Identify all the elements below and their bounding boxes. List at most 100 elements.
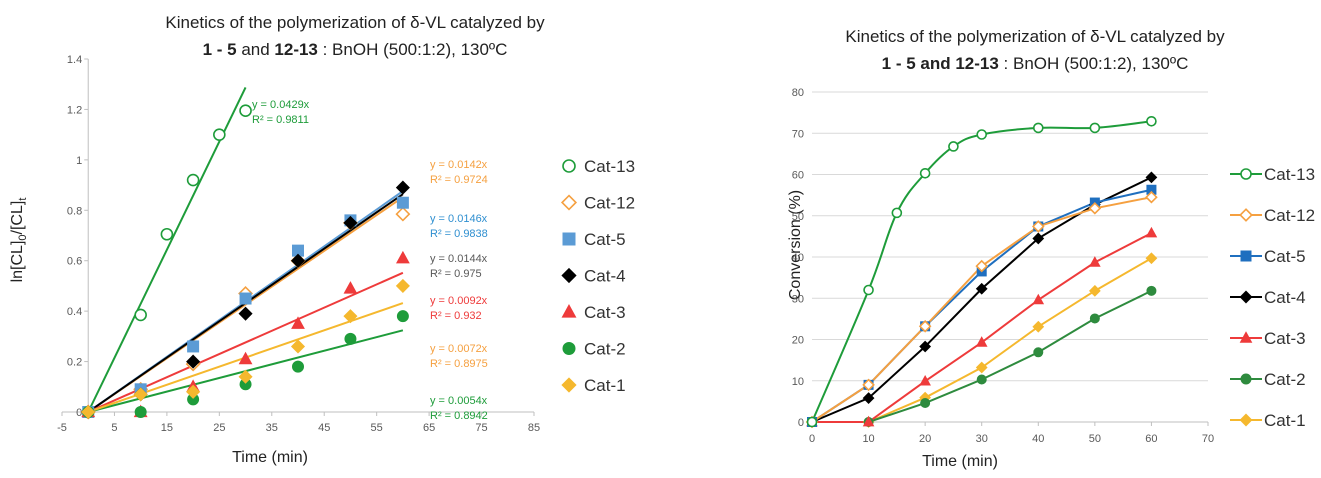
x-tick-label: 30 (976, 433, 988, 445)
legend-marker (1239, 290, 1253, 304)
y-tick-label: 0.8 (67, 205, 82, 217)
y-title-sub1: 0 (17, 234, 29, 240)
y-tick-label: 40 (792, 252, 804, 264)
trend-equation: y = 0.0144x (430, 253, 488, 265)
legend-label: Cat-1 (584, 376, 626, 395)
x-tick-label: 60 (1145, 433, 1157, 445)
legend-label: Cat-3 (1264, 329, 1306, 348)
y-tick-label: 1 (76, 155, 82, 167)
x-tick-label: 20 (919, 433, 931, 445)
legend-marker (1240, 250, 1252, 262)
point-cat-3 (238, 351, 253, 365)
axes: 0 0.2 0.4 0.6 0.8 1 1.2 1.4 -5 5 15 25 35 45 55 65 75 85 (57, 54, 540, 434)
x-tick-label: 35 (266, 422, 278, 434)
point-cat-3 (1089, 256, 1101, 267)
point-cat-3 (919, 374, 931, 386)
point-cat-2 (1089, 313, 1100, 324)
x-tick-label: -5 (57, 422, 67, 434)
chart-title-line1: Kinetics of the polymerization of δ-VL c… (165, 13, 545, 32)
trend-r2: R² = 0.9724 (430, 174, 488, 186)
point-cat-13 (806, 416, 818, 428)
y-axis-title: ln[CL]0/[CL]t (9, 198, 29, 283)
x-tick-label: 10 (862, 433, 874, 445)
trend-equation: y = 0.0146x (430, 213, 488, 225)
point-cat-1 (133, 387, 148, 402)
conversion-chart: Kinetics of the polymerization of δ-VL c… (787, 27, 1315, 470)
legend-label: Cat-12 (1264, 206, 1315, 225)
point-cat-1 (81, 404, 96, 420)
legend-label: Cat-4 (584, 267, 626, 286)
point-cat-5 (396, 196, 409, 209)
x-tick-label: 50 (1089, 433, 1101, 445)
y-tick-label: 0.6 (67, 256, 82, 268)
trend-r2: R² = 0.932 (430, 310, 482, 322)
trend-r2: R² = 0.8975 (430, 358, 488, 370)
gridlines (812, 91, 1208, 382)
point-cat-13 (134, 308, 147, 322)
legend-label: Cat-4 (1264, 288, 1306, 307)
trend-equation: y = 0.0142x (430, 159, 488, 171)
point-cat-13 (213, 128, 226, 141)
point-cat-3 (291, 316, 305, 329)
point-cat-4 (290, 253, 306, 268)
title-rest-part: : BnOH (500:1:2), 130ºC (318, 40, 508, 59)
legend-marker (1240, 168, 1252, 180)
title-bold-part1: 1 - 5 (882, 54, 916, 73)
trend-equation: y = 0.0072x (430, 343, 488, 355)
point-cat-3 (1032, 293, 1045, 305)
x-tick-label: 70 (1202, 433, 1214, 445)
point-cat-1 (290, 339, 306, 354)
y-tick-label: 70 (792, 128, 804, 140)
legend-marker (561, 267, 577, 284)
legend-marker (1240, 373, 1252, 385)
point-cat-12 (975, 259, 989, 273)
title-bold-part2: 12-13 (274, 40, 317, 59)
y-tick-label: 50 (792, 211, 804, 223)
y-tick-label: 1.2 (67, 104, 82, 116)
legend-marker (1239, 331, 1253, 343)
x-tick-label: 25 (213, 422, 225, 434)
point-cat-13 (160, 227, 174, 241)
x-tick-label: 0 (809, 433, 815, 445)
point-cat-12 (1031, 220, 1045, 233)
point-cat-3 (1145, 226, 1158, 238)
point-cat-3 (395, 250, 410, 264)
point-cat-13 (891, 207, 903, 219)
axes: 0 10 20 30 40 50 60 70 80 0 10 20 30 40 50 60 70 (792, 87, 1214, 445)
trend-equation: y = 0.0054x (430, 395, 488, 407)
x-tick-label: 5 (111, 422, 117, 434)
y-tick-label: 30 (792, 293, 804, 305)
legend-label: Cat-5 (1264, 247, 1306, 266)
y-title-mid: /[CL] (9, 201, 26, 235)
point-cat-1 (1145, 252, 1158, 265)
ln-kinetics-chart: Kinetics of the polymerization of δ-VL c… (9, 13, 635, 466)
legend: Cat-13 Cat-12 Cat-5 Cat-4 Cat-3 Cat-2 Cat-1 (1230, 165, 1315, 430)
trend-r2: R² = 0.9838 (430, 228, 488, 240)
y-tick-label: 0.2 (67, 357, 82, 369)
y-axis-title: Conversion (%) (787, 190, 804, 300)
x-tick-label: 75 (475, 422, 487, 434)
title-mid-part: and (237, 40, 275, 59)
y-tick-label: 0.4 (67, 306, 82, 318)
legend-marker (562, 159, 576, 173)
point-cat-13 (239, 104, 252, 117)
series-line-cat-2 (812, 289, 1152, 423)
point-cat-13 (186, 173, 200, 187)
point-cat-4 (186, 354, 201, 369)
point-cat-13 (1032, 122, 1044, 134)
y-title-main: ln[CL] (9, 241, 26, 283)
y-tick-label: 60 (792, 170, 804, 182)
legend-label: Cat-5 (584, 230, 626, 249)
data-points (805, 115, 1158, 429)
point-cat-3 (975, 336, 988, 347)
point-cat-1 (395, 278, 410, 293)
legend-label: Cat-13 (584, 157, 635, 176)
point-cat-13 (1089, 122, 1101, 134)
point-cat-1 (238, 369, 253, 384)
title-rest-part: : BnOH (500:1:2), 130ºC (999, 54, 1189, 73)
point-cat-12 (862, 378, 875, 392)
legend-marker (562, 342, 576, 355)
point-cat-2 (1033, 347, 1044, 358)
point-cat-1 (1032, 320, 1045, 333)
